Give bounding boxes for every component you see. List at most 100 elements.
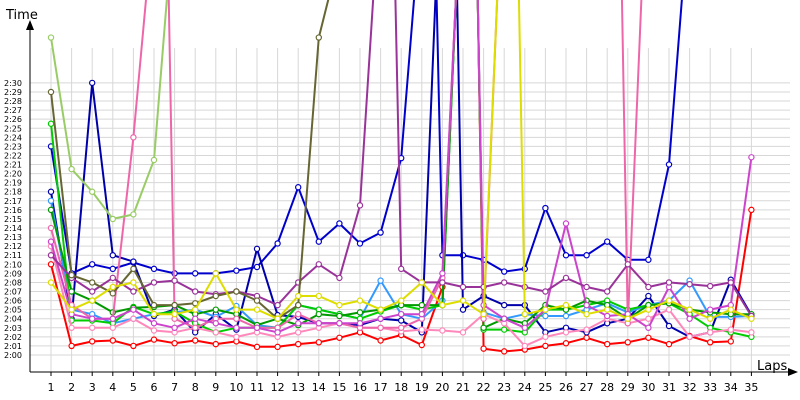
data-point — [88, 288, 96, 295]
data-point — [377, 229, 384, 236]
data-point — [356, 297, 364, 304]
series-9 — [47, 0, 755, 336]
data-point — [624, 261, 632, 268]
data-point — [191, 315, 199, 322]
data-point — [665, 297, 673, 304]
data-point — [295, 310, 302, 318]
data-point — [748, 154, 755, 161]
data-point — [253, 297, 261, 304]
data-point — [542, 312, 549, 320]
data-point — [542, 333, 549, 341]
data-point — [501, 279, 508, 286]
x-tick-label: 11 — [250, 381, 264, 394]
data-point — [418, 301, 425, 309]
data-point — [88, 338, 96, 345]
data-point — [583, 252, 590, 259]
data-point — [171, 324, 178, 331]
data-point — [583, 326, 590, 333]
data-point — [377, 277, 384, 284]
data-point — [356, 320, 364, 327]
x-tick-label: 1 — [48, 381, 55, 394]
series-line — [50, 0, 168, 220]
data-point — [562, 274, 570, 282]
data-point — [47, 252, 55, 259]
data-point — [336, 274, 343, 282]
x-tick-label: 13 — [291, 381, 305, 394]
data-point — [645, 292, 652, 300]
data-point — [130, 265, 137, 273]
data-point — [315, 339, 322, 346]
data-point — [130, 134, 137, 141]
y-tick-label: 2:03 — [4, 324, 22, 333]
data-point — [686, 333, 693, 341]
data-point — [583, 301, 590, 309]
y-tick-label: 2:28 — [4, 97, 22, 106]
x-tick-label: 22 — [477, 381, 491, 394]
data-point — [68, 271, 75, 279]
x-tick-label: 10 — [229, 381, 243, 394]
data-point — [418, 279, 425, 286]
data-point — [68, 324, 75, 331]
x-axis-title: Laps — [757, 359, 787, 374]
data-point — [398, 265, 405, 273]
x-tick-label: 26 — [559, 381, 573, 394]
data-point — [562, 340, 570, 347]
data-point — [130, 315, 137, 322]
data-point — [88, 324, 96, 331]
axes: Time Laps — [5, 8, 798, 376]
data-point — [212, 340, 219, 348]
data-point — [109, 274, 117, 282]
data-point — [191, 324, 199, 331]
data-point — [274, 343, 281, 351]
data-point — [47, 261, 55, 268]
data-point — [315, 320, 322, 327]
data-point — [501, 315, 508, 322]
data-point — [398, 317, 405, 324]
series-13 — [47, 0, 168, 223]
y-tick-label: 2:01 — [4, 342, 22, 351]
y-tick-label: 2:07 — [4, 288, 22, 297]
data-point — [562, 312, 570, 320]
data-point — [562, 252, 570, 259]
data-point — [686, 315, 693, 322]
data-point — [707, 339, 714, 346]
data-point — [109, 252, 117, 259]
data-point — [583, 310, 590, 318]
data-point — [542, 342, 549, 350]
x-tick-label: 30 — [641, 381, 655, 394]
y-tick-labels: 2:002:012:022:032:042:052:062:072:082:09… — [4, 79, 22, 360]
data-point — [583, 283, 590, 291]
data-point — [171, 310, 178, 318]
data-point — [336, 220, 343, 227]
data-point — [150, 310, 158, 318]
data-point — [315, 310, 322, 318]
data-point — [109, 265, 117, 273]
data-point — [480, 310, 487, 318]
data-point — [191, 270, 199, 277]
data-point — [707, 315, 714, 322]
data-point — [398, 310, 405, 318]
x-tick-label: 27 — [580, 381, 594, 394]
y-tick-label: 2:02 — [4, 333, 22, 342]
x-tick-label: 18 — [394, 381, 408, 394]
data-point — [707, 306, 714, 313]
data-point — [377, 324, 384, 331]
data-point — [645, 324, 652, 331]
data-point — [501, 348, 508, 355]
data-point — [459, 306, 467, 313]
data-point — [253, 306, 261, 313]
data-point — [604, 306, 611, 313]
data-point — [686, 281, 693, 288]
data-point — [212, 329, 219, 336]
data-point — [68, 342, 75, 350]
data-point — [295, 184, 302, 191]
data-point — [88, 261, 96, 268]
y-tick-label: 2:00 — [4, 351, 22, 360]
y-tick-label: 2:18 — [4, 188, 22, 197]
y-tick-label: 2:20 — [4, 170, 22, 179]
data-point — [109, 290, 117, 297]
y-tick-label: 2:30 — [4, 79, 22, 88]
x-axis-arrow — [788, 368, 798, 376]
data-point — [47, 224, 55, 232]
y-tick-label: 2:09 — [4, 269, 22, 278]
